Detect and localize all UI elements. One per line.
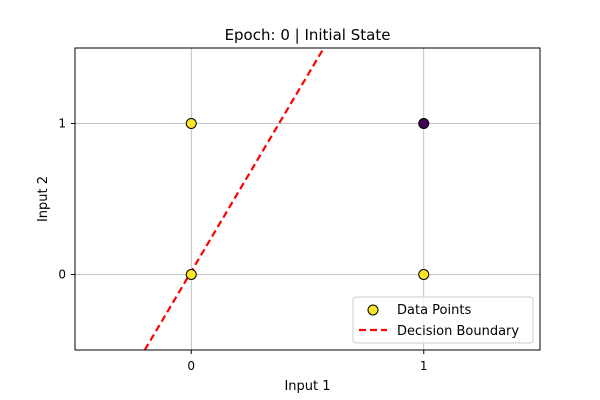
data-point bbox=[418, 269, 430, 280]
y-axis-label: Input 2 bbox=[36, 176, 51, 222]
x-tick-label: 1 bbox=[420, 359, 428, 373]
data-point bbox=[185, 118, 197, 129]
chart-title: Epoch: 0 | Initial State bbox=[225, 26, 391, 44]
legend-marker-data-points bbox=[367, 304, 379, 316]
legend-label-decision-boundary: Decision Boundary bbox=[397, 324, 519, 339]
line-layer bbox=[143, 48, 325, 350]
legend-box bbox=[352, 296, 534, 344]
y-tick-label: 0 bbox=[58, 268, 66, 282]
legend: Data Points Decision Boundary bbox=[352, 296, 534, 344]
data-point bbox=[185, 269, 197, 280]
legend-label-data-points: Data Points bbox=[397, 303, 471, 318]
plot-frame bbox=[74, 47, 541, 351]
ticks: 0 1 0 1 bbox=[58, 117, 427, 374]
grid bbox=[75, 48, 540, 350]
x-tick-label: 0 bbox=[187, 359, 195, 373]
y-tick-label: 1 bbox=[58, 117, 66, 131]
points-layer bbox=[185, 118, 430, 280]
decision-boundary-line bbox=[143, 48, 325, 350]
x-axis-label: Input 1 bbox=[284, 379, 330, 394]
data-point bbox=[418, 118, 430, 129]
